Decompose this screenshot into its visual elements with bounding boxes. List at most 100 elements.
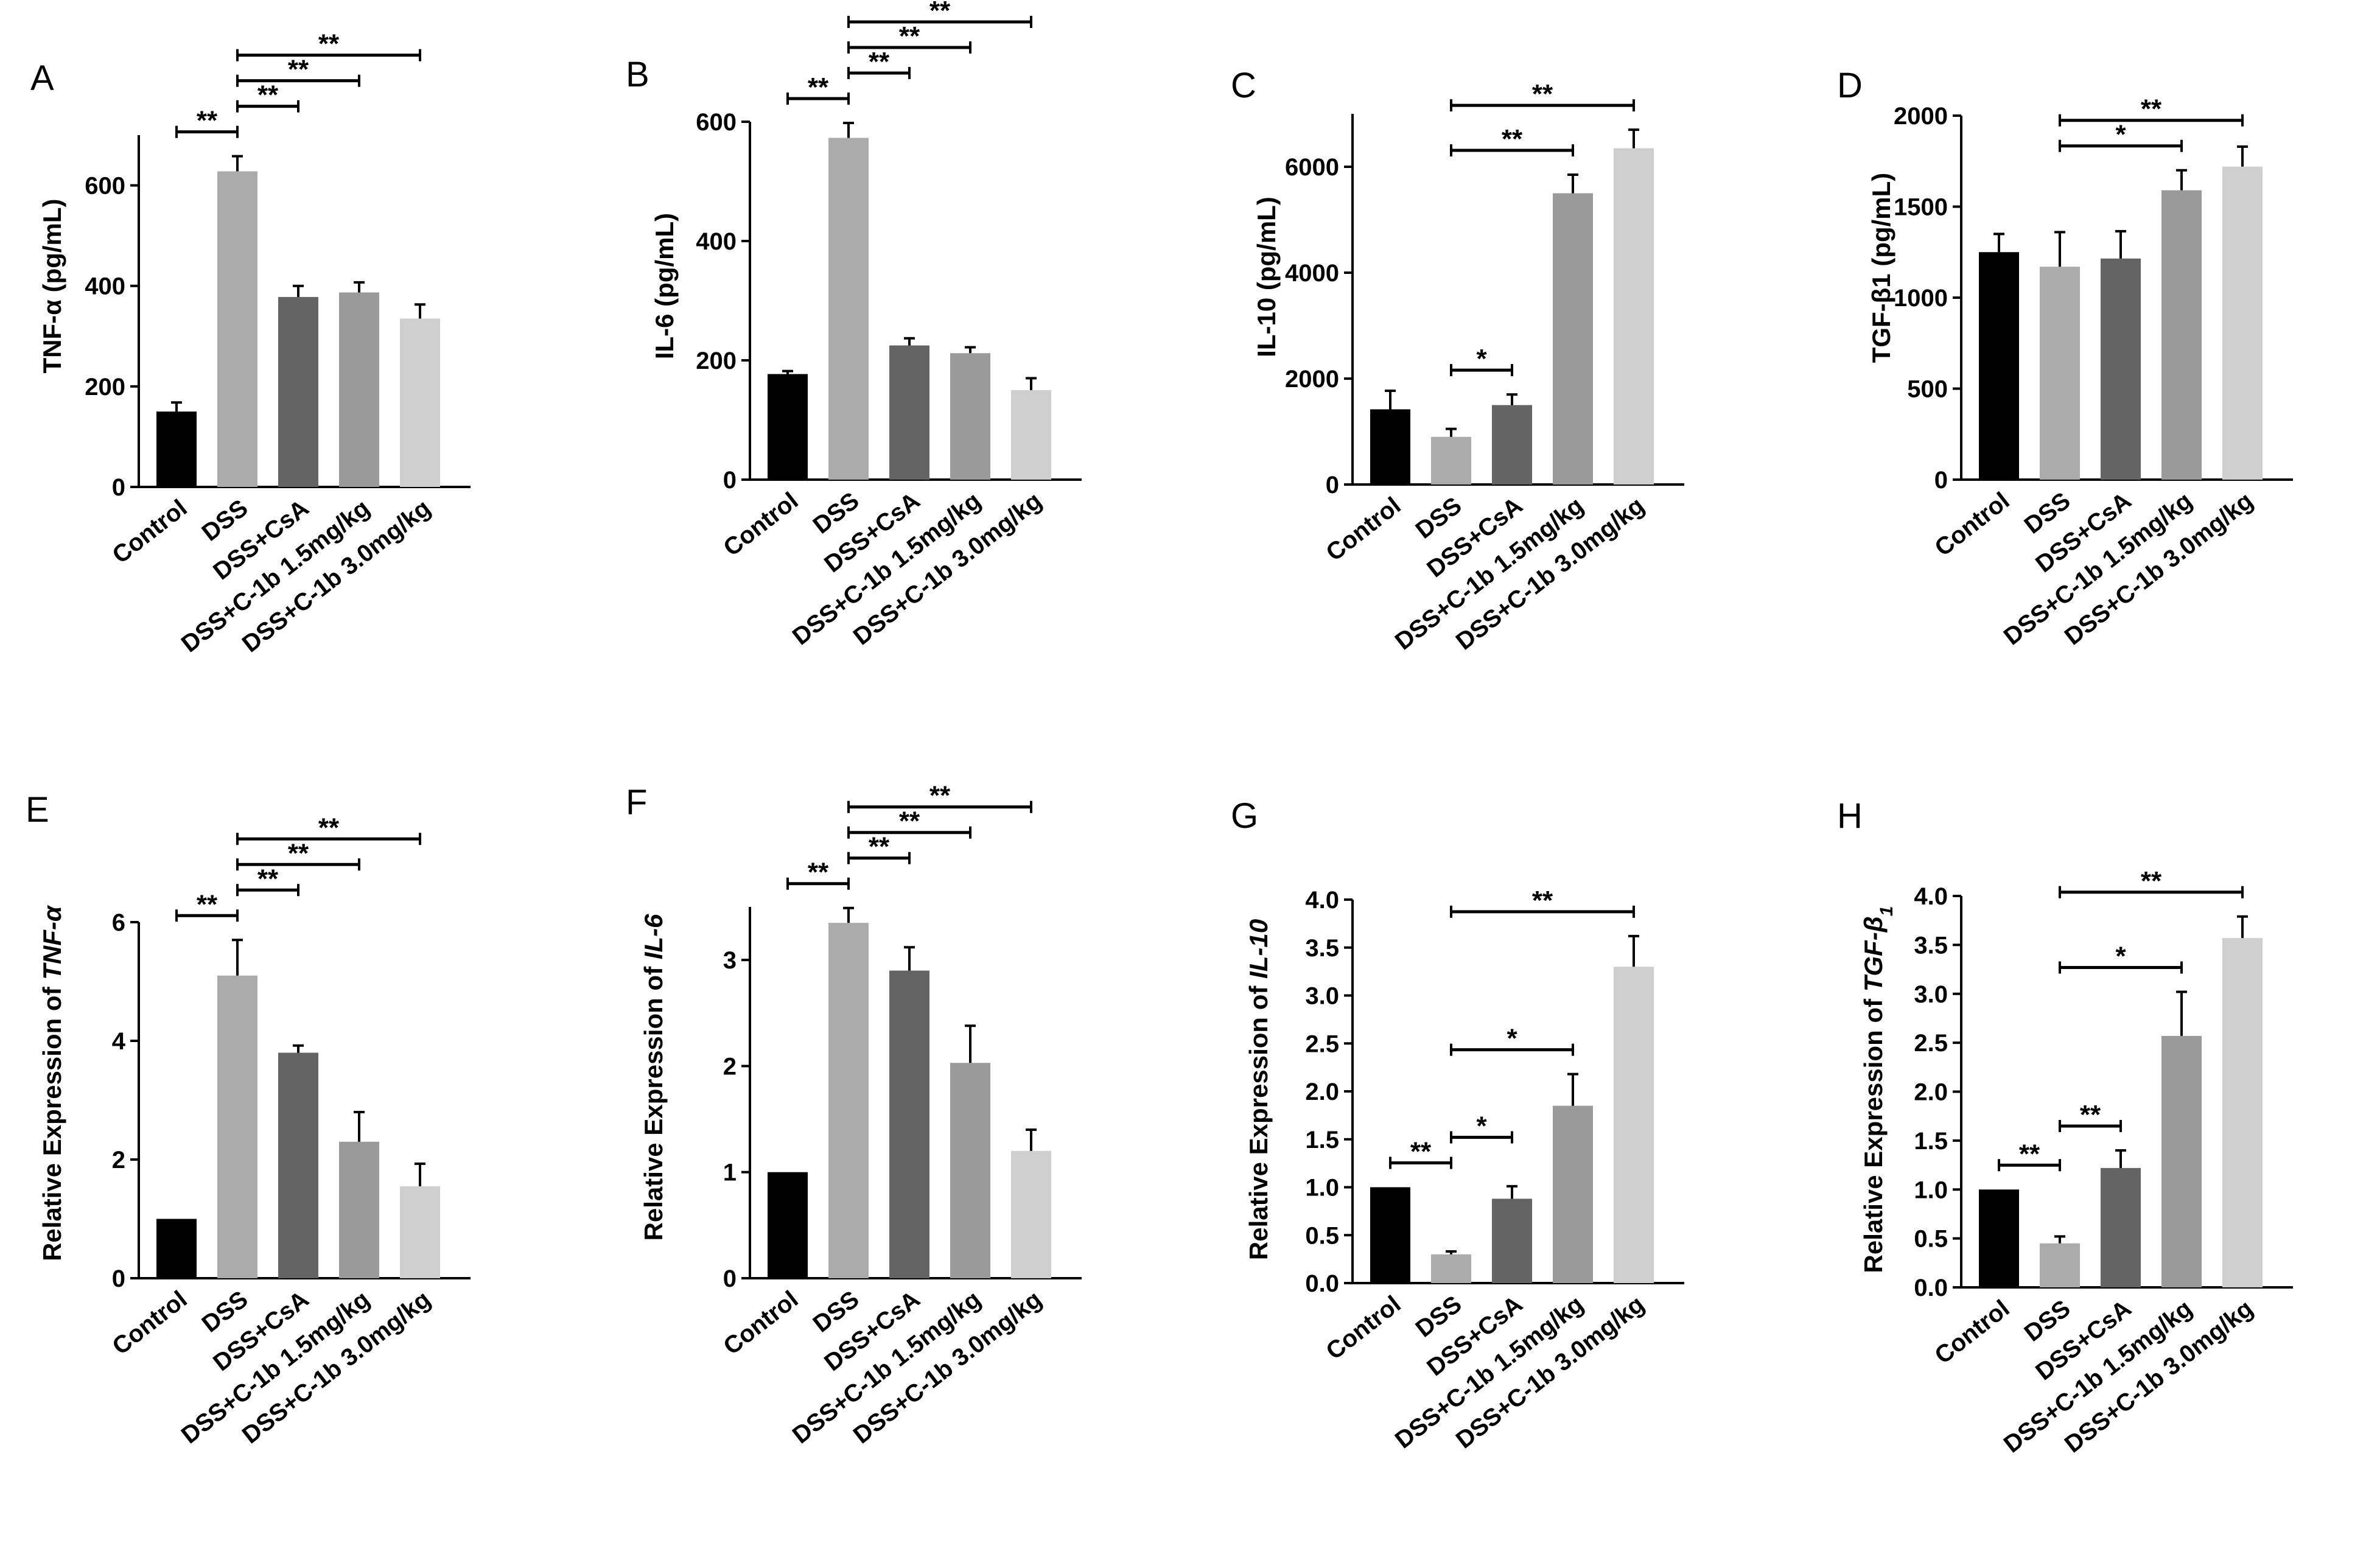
bar-d-1 — [2040, 267, 2080, 480]
y-tick-label: 6 — [112, 909, 125, 936]
y-tick-label: 4 — [112, 1028, 126, 1055]
significance-label: ** — [257, 864, 279, 894]
bar-g-1 — [1431, 1254, 1471, 1283]
y-tick-label: 200 — [85, 374, 125, 401]
y-tick-label: 0 — [723, 467, 737, 494]
panel-letter: B — [626, 55, 649, 94]
significance-label: ** — [1410, 1137, 1432, 1167]
panel-letter: G — [1231, 796, 1258, 836]
significance-label: ** — [1532, 79, 1553, 109]
bar-a-4 — [400, 318, 440, 487]
y-tick-label: 400 — [85, 273, 125, 300]
y-tick-label: 2.5 — [1914, 1030, 1948, 1057]
significance-label: ** — [2019, 1139, 2040, 1169]
y-tick-label: 1.0 — [1305, 1175, 1339, 1202]
significance-label: ** — [197, 889, 218, 919]
y-axis-title: TNF-α (pg/mL) — [38, 198, 66, 373]
y-tick-label: 4.0 — [1914, 883, 1948, 910]
bar-c-2 — [1492, 405, 1532, 485]
y-tick-label: 3.5 — [1305, 935, 1339, 962]
bar-a-0 — [156, 411, 197, 487]
y-tick-label: 6000 — [1285, 154, 1339, 181]
y-axis-title: Relative Expression of TNF-α — [38, 904, 66, 1261]
significance-label: * — [2115, 942, 2126, 971]
x-tick-label: Control — [107, 1286, 192, 1360]
y-tick-label: 1500 — [1894, 194, 1948, 221]
y-tick-label: 2000 — [1894, 103, 1948, 130]
bar-f-2 — [889, 970, 929, 1278]
y-tick-label: 3 — [723, 947, 737, 974]
y-tick-label: 0 — [1326, 472, 1339, 499]
bar-a-2 — [278, 296, 318, 487]
y-tick-label: 2 — [723, 1053, 737, 1080]
bar-b-3 — [950, 353, 990, 480]
bar-g-2 — [1492, 1198, 1532, 1283]
x-tick-label: Control — [1321, 492, 1405, 566]
y-axis-title: IL-10 (pg/mL) — [1252, 197, 1281, 357]
bar-f-0 — [768, 1172, 808, 1278]
x-tick-label: Control — [107, 494, 192, 569]
bar-b-2 — [889, 345, 929, 480]
y-axis-title: Relative Expression of IL-10 — [1244, 919, 1273, 1260]
bar-e-0 — [156, 1219, 197, 1278]
panel-letter: C — [1231, 66, 1256, 105]
bar-e-3 — [339, 1141, 379, 1278]
panel-letter: A — [30, 58, 54, 98]
bar-c-1 — [1431, 436, 1471, 485]
bar-g-3 — [1553, 1105, 1593, 1283]
y-tick-label: 0 — [723, 1265, 737, 1292]
significance-label: ** — [257, 80, 279, 110]
chart-panel-e: E 0 2 4 6 Relative Expression of TNF-α Control… — [26, 790, 471, 1449]
bar-h-0 — [1979, 1189, 2019, 1287]
y-tick-label: 400 — [696, 228, 737, 255]
significance-label: ** — [929, 781, 951, 811]
significance-label: ** — [288, 838, 309, 868]
bar-e-2 — [278, 1052, 318, 1278]
y-tick-label: 3.5 — [1914, 932, 1948, 959]
bar-b-4 — [1011, 390, 1051, 480]
significance-label: ** — [899, 806, 920, 836]
y-tick-label: 4000 — [1285, 260, 1339, 287]
panel-letter: E — [26, 790, 49, 830]
y-tick-label: 3.0 — [1914, 981, 1948, 1008]
bar-b-1 — [828, 138, 869, 480]
chart-panel-g: G 0.0 0.5 1.0 1.5 2.0 2.5 3.0 3.5 4.0 Relative Exp… — [1231, 796, 1684, 1454]
chart-panel-h: H 0.0 0.5 1.0 1.5 2.0 2.5 3.0 3.5 4.0 Relative Exp… — [1837, 796, 2293, 1458]
y-tick-label: 2.5 — [1305, 1030, 1339, 1057]
significance-label: * — [1507, 1024, 1517, 1054]
panel-letter: H — [1837, 796, 1863, 836]
y-tick-label: 200 — [696, 348, 737, 374]
bar-h-4 — [2222, 938, 2263, 1287]
significance-label: ** — [869, 47, 890, 77]
x-tick-label: Control — [718, 487, 803, 561]
bar-g-4 — [1614, 967, 1654, 1283]
y-tick-label: 1 — [723, 1160, 737, 1186]
bar-a-3 — [339, 292, 379, 487]
y-tick-label: 1.0 — [1914, 1177, 1948, 1203]
y-tick-label: 600 — [696, 109, 737, 136]
significance-label: * — [1476, 1111, 1487, 1141]
significance-label: ** — [899, 21, 920, 51]
bar-d-3 — [2161, 190, 2202, 480]
significance-label: ** — [2080, 1100, 2101, 1130]
significance-label: ** — [808, 858, 829, 887]
bar-c-3 — [1553, 193, 1593, 485]
bar-d-0 — [1979, 252, 2019, 480]
y-tick-label: 0.0 — [1305, 1270, 1339, 1297]
y-axis-title: IL-6 (pg/mL) — [650, 213, 679, 359]
bar-f-1 — [828, 923, 869, 1278]
y-tick-label: 500 — [1907, 376, 1948, 403]
y-tick-label: 1.5 — [1914, 1128, 1948, 1155]
significance-label: ** — [318, 29, 340, 59]
y-tick-label: 1.5 — [1305, 1127, 1339, 1153]
significance-label: * — [2115, 120, 2126, 150]
y-tick-label: 1000 — [1894, 285, 1948, 312]
panel-letter: F — [626, 783, 647, 822]
significance-label: ** — [869, 832, 890, 862]
significance-label: ** — [2141, 866, 2162, 896]
y-tick-label: 0.5 — [1305, 1222, 1339, 1249]
y-tick-label: 2.0 — [1914, 1079, 1948, 1106]
bar-e-4 — [400, 1186, 440, 1278]
